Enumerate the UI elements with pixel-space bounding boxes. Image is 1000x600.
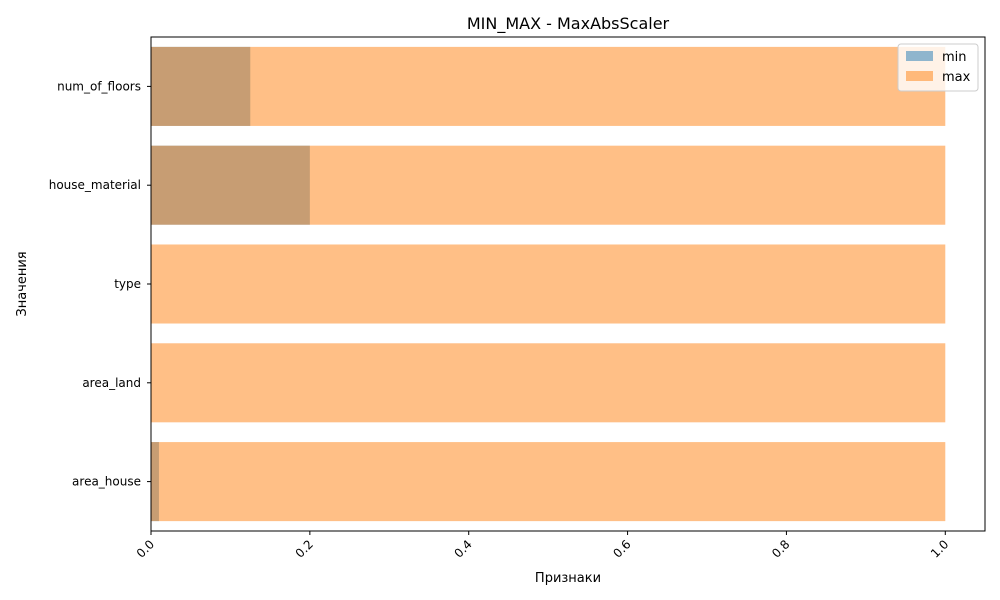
x-axis-label: Признаки [535,571,601,586]
legend[interactable]: min max [897,43,979,92]
bar-max-area_house [151,442,946,522]
x-tick-label: 0.6 [610,537,633,560]
legend-label-max: max [942,70,971,85]
y-tick-label: type [114,277,141,291]
x-tick-label: 0.4 [451,537,474,560]
y-tick-label: area_house [72,475,141,489]
x-tick-label: 0.8 [769,537,792,560]
bar-max-area_land [151,343,946,423]
y-tick-label: house_material [49,178,141,192]
y-axis-label: Значения [15,251,30,316]
bars-layer [151,46,946,522]
bar-max-num_of_floors [151,46,946,126]
x-axis: 0.0 0.2 0.4 0.6 0.8 1.0 [134,531,951,561]
y-tick-label: area_land [82,376,141,390]
bar-max-type [151,244,946,324]
x-tick-label: 0.2 [293,537,316,560]
legend-label-min: min [942,50,967,65]
y-tick-label: num_of_floors [57,79,141,93]
legend-swatch-max [906,71,933,81]
x-tick-label: 0.0 [134,537,157,560]
legend-swatch-min [906,51,933,61]
x-tick-label: 1.0 [928,537,951,560]
bar-max-house_material [151,145,946,225]
chart-title: MIN_MAX - MaxAbsScaler [467,14,670,34]
